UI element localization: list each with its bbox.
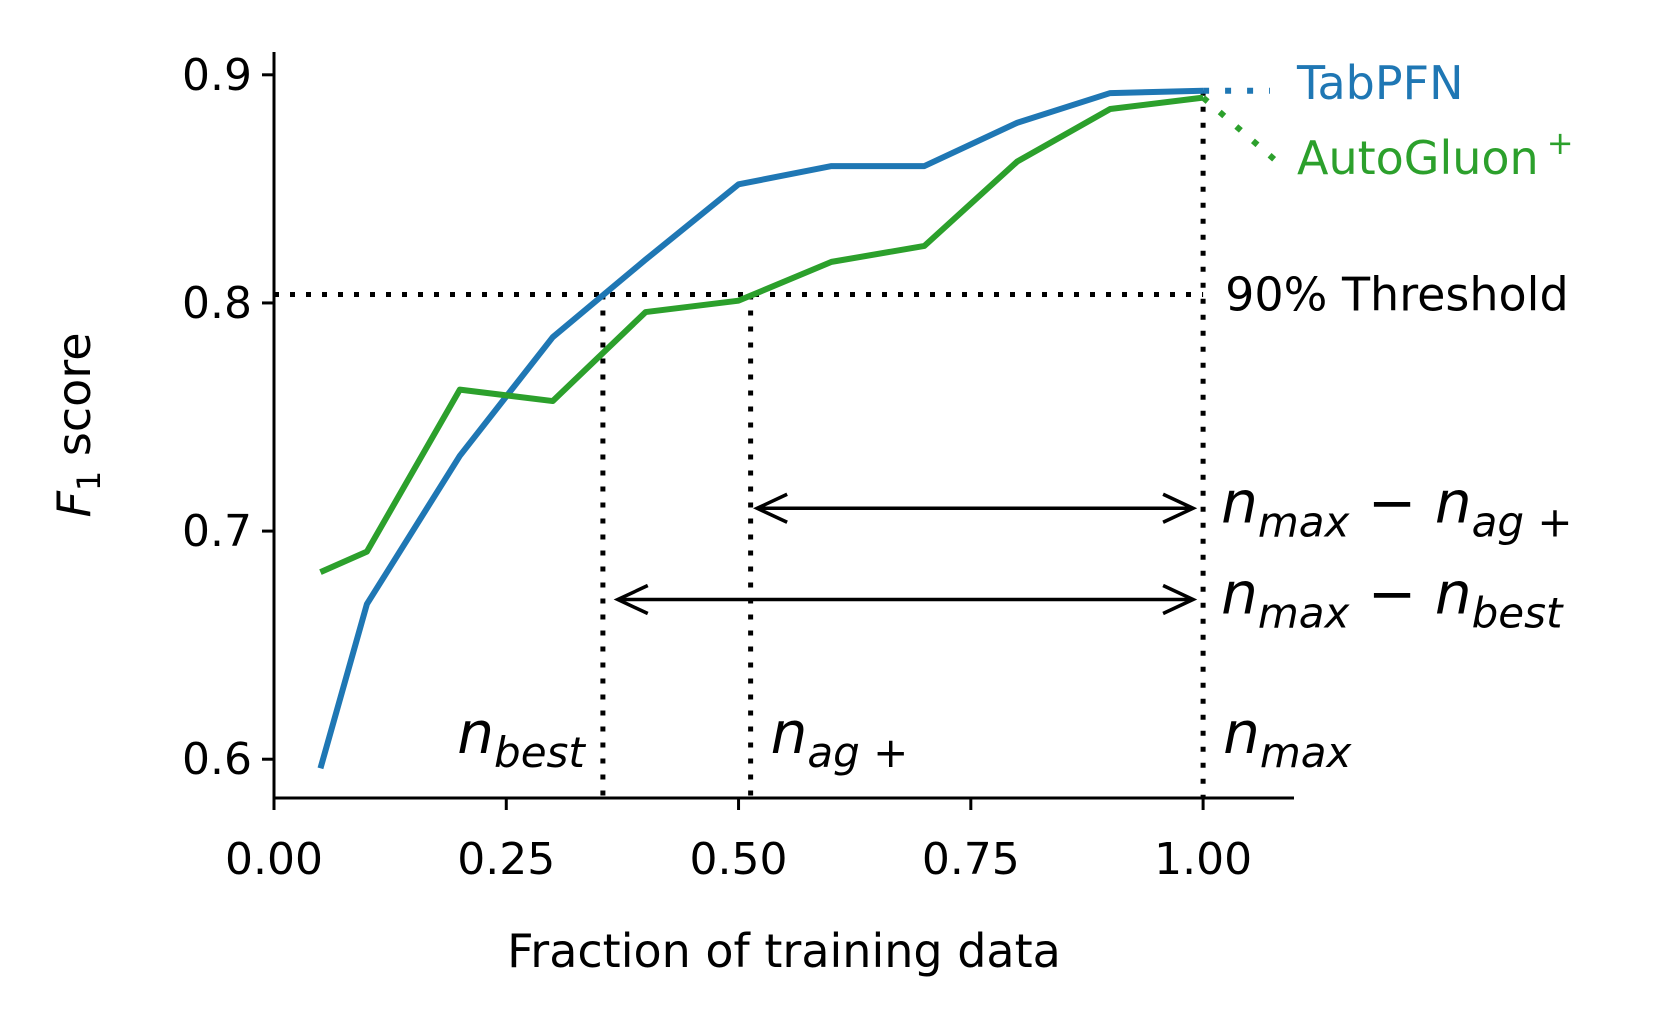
y-tick-label: 0.6 — [182, 734, 252, 785]
arrow-head-right — [1162, 492, 1198, 524]
legend: TabPFN AutoGluon + — [1201, 56, 1574, 185]
arrow-head-right — [1162, 583, 1198, 616]
x-tick-label: 0.75 — [922, 834, 1020, 885]
annotation-arrows: nmax − nag + nmax − nbest — [613, 468, 1573, 638]
arrow-head-left — [752, 492, 788, 524]
x-tick-label: 0.25 — [457, 834, 555, 885]
y-ticks: 0.6 0.7 0.8 0.9 — [182, 50, 274, 785]
y-tick-label: 0.9 — [182, 50, 252, 101]
y-tick-label: 0.7 — [182, 506, 252, 557]
arrow-label: nmax − nbest — [1221, 560, 1564, 638]
x-ticks: 0.00 0.25 0.50 0.75 1.00 — [225, 798, 1252, 885]
y-tick-label: 0.8 — [182, 278, 252, 329]
vline-label: nmax — [1223, 699, 1352, 777]
x-axis-label: Fraction of training data — [507, 924, 1061, 978]
series-line-autogluon — [319, 94, 1204, 575]
x-tick-label: 0.50 — [690, 834, 788, 885]
legend-label-autogluon: AutoGluon + — [1297, 124, 1574, 185]
annotations: nbest nag + nmax 90% Threshold — [457, 268, 1568, 777]
plot-area: 0.6 0.7 0.8 0.9 0.00 0.25 0.50 0.75 1.00 nmax −… — [182, 50, 1573, 885]
y-axis-label: F1 score — [47, 332, 108, 517]
series-line-tabpfn — [317, 87, 1204, 770]
vline-label: nbest — [457, 699, 586, 777]
x-tick-label: 1.00 — [1154, 834, 1252, 885]
x-tick-label: 0.00 — [225, 834, 323, 885]
threshold-label: 90% Threshold — [1225, 268, 1569, 322]
legend-connector-autogluon — [1201, 95, 1277, 163]
guide-lines — [274, 90, 1206, 798]
series-lines — [317, 87, 1204, 770]
arrow-label: nmax − nag + — [1221, 468, 1572, 546]
arrow-head-left — [613, 583, 649, 616]
legend-label-tabpfn: TabPFN — [1296, 56, 1463, 110]
vline-label: nag + — [771, 699, 909, 777]
